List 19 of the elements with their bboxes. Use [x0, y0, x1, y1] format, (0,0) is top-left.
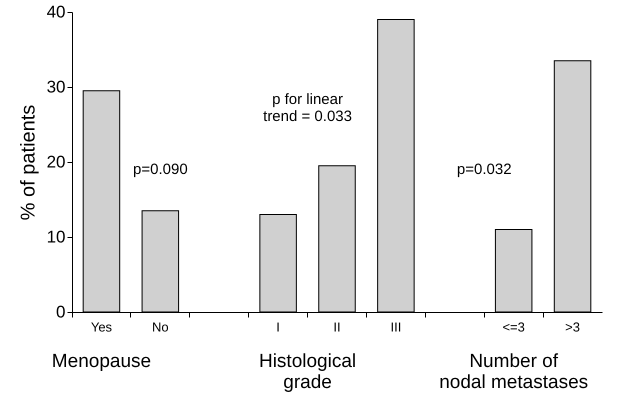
text: Menopause [52, 351, 152, 372]
x-tick-label: No [152, 320, 169, 334]
y-tick-label: 10 [46, 228, 66, 246]
y-tick-label: 40 [46, 2, 66, 22]
text: Number of nodal metastases [439, 351, 588, 393]
x-tick-label: >3 [565, 320, 580, 334]
y-tick-label: 0 [56, 302, 66, 322]
annotation: p for linear trend = 0.033 [263, 91, 352, 125]
annotation: p=0.090 [133, 161, 188, 178]
y-tick-label: 30 [46, 78, 66, 96]
text: Histological grade [258, 351, 356, 393]
y-axis-title: % of patients [18, 104, 40, 220]
x-tick-label: Yes [90, 320, 113, 334]
y-tick-label: 20 [46, 152, 66, 172]
x-tick-label: I [276, 320, 280, 334]
x-tick-label: II [333, 320, 341, 334]
x-tick-label: <=3 [502, 320, 525, 334]
x-tick-label: III [390, 320, 402, 334]
annotation: p=0.032 [456, 161, 512, 178]
